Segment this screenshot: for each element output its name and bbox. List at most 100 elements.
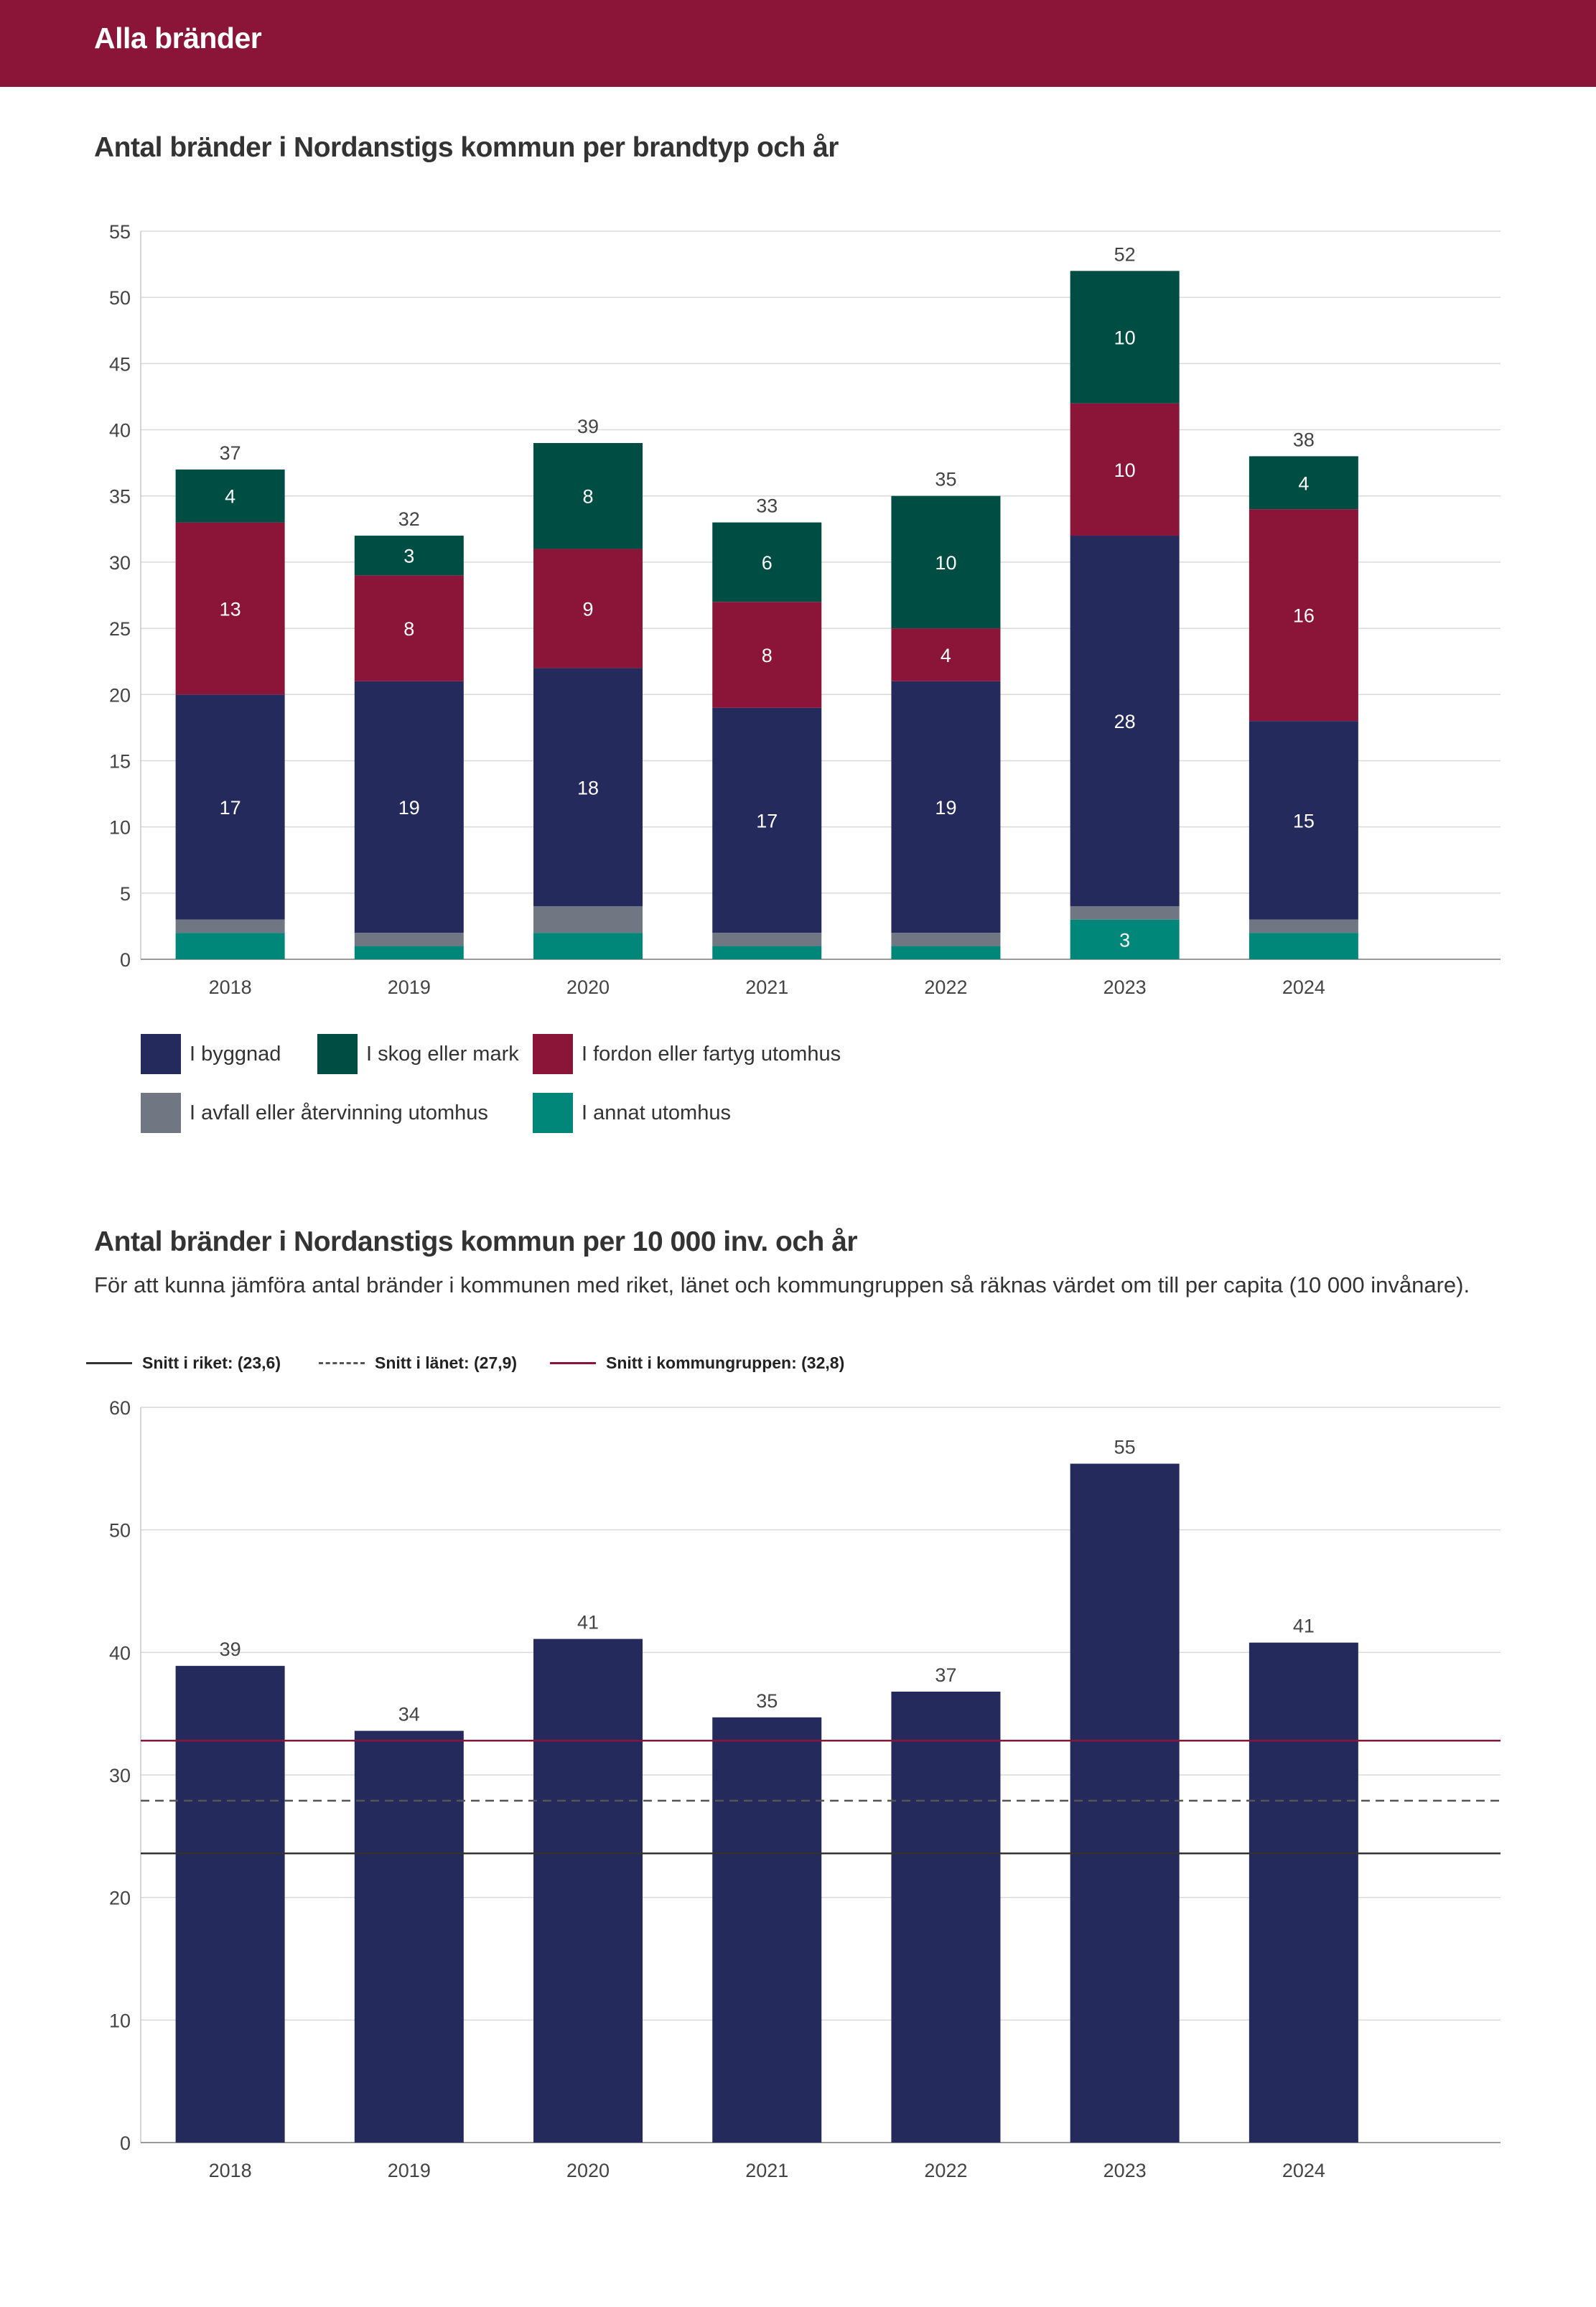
- ref-label-kommungrupp: Snitt i kommungruppen: (32,8): [606, 1353, 845, 1372]
- bar-segment-skog: [1070, 271, 1180, 404]
- legend-label-byggnad: I byggnad: [190, 1042, 281, 1066]
- segment-value-label: 9: [583, 598, 594, 620]
- bar-segment-skog: [891, 495, 1001, 629]
- ref-legend-riket: Snitt i riket: (23,6): [86, 1350, 281, 1376]
- ref-line-sample-lanet: [319, 1361, 365, 1364]
- bar-total-label: 52: [1114, 243, 1136, 265]
- ref-legend-lanet: Snitt i länet: (27,9): [319, 1350, 517, 1376]
- y-tick-label: 55: [109, 221, 131, 243]
- bar-segment-byggnad: [891, 681, 1001, 933]
- ref-label-riket: Snitt i riket: (23,6): [142, 1353, 281, 1372]
- y-tick-label: 15: [109, 750, 131, 772]
- segment-value-label: 17: [756, 810, 778, 831]
- segment-value-label: 17: [220, 797, 241, 819]
- y-tick-label: 30: [109, 1765, 131, 1786]
- bar-segment-annat: [891, 946, 1001, 959]
- segment-value-label: 28: [1114, 711, 1136, 732]
- legend-label-skog: I skog eller mark: [366, 1042, 519, 1066]
- chart1-heading: Antal bränder i Nordanstigs kommun per b…: [94, 132, 839, 163]
- legend-label-avfall: I avfall eller återvinning utomhus: [190, 1101, 488, 1124]
- bar-total-label: 35: [935, 469, 956, 490]
- legend-item-avfall: I avfall eller återvinning utomhus: [141, 1093, 488, 1133]
- segment-value-label: 16: [1293, 605, 1315, 627]
- bar-segment-fordon: [712, 602, 822, 708]
- x-tick-label: 2024: [1282, 2160, 1325, 2181]
- segment-value-label: 10: [935, 552, 956, 574]
- bar-segment-fordon: [1249, 509, 1358, 722]
- bar-value-label: 39: [220, 1639, 241, 1660]
- segment-value-label: 6: [762, 552, 773, 574]
- bar-segment-annat: [354, 946, 464, 959]
- bar-segment-annat: [533, 933, 643, 959]
- bar-segment-avfall: [1070, 906, 1180, 920]
- bar-segment-skog: [354, 536, 464, 576]
- bar-segment-byggnad: [712, 707, 822, 933]
- segment-value-label: 8: [403, 618, 414, 640]
- segment-value-label: 13: [220, 598, 241, 620]
- segment-value-label: 3: [403, 546, 414, 567]
- bar-segment-byggnad: [175, 694, 285, 920]
- y-tick-label: 25: [109, 618, 131, 640]
- y-tick-label: 30: [109, 552, 131, 574]
- bar-total-label: 32: [398, 508, 420, 530]
- x-tick-label: 2018: [209, 977, 252, 998]
- x-tick-label: 2022: [924, 2160, 967, 2181]
- legend-swatch-byggnad: [141, 1034, 181, 1074]
- bar-segment-skog: [1249, 456, 1358, 510]
- y-tick-label: 10: [109, 817, 131, 839]
- y-tick-label: 20: [109, 684, 131, 706]
- bar-value-label: 41: [1293, 1616, 1315, 1637]
- x-tick-label: 2023: [1103, 2160, 1147, 2181]
- legend-swatch-fordon: [533, 1034, 573, 1074]
- segment-value-label: 3: [1119, 929, 1130, 951]
- segment-value-label: 8: [762, 645, 773, 666]
- bar: [891, 1691, 1001, 2143]
- legend-item-fordon: I fordon eller fartyg utomhus: [533, 1034, 841, 1074]
- x-tick-label: 2022: [924, 977, 967, 998]
- bar-segment-avfall: [175, 919, 285, 933]
- x-tick-label: 2020: [566, 977, 610, 998]
- bar-segment-avfall: [891, 933, 1001, 946]
- chart2-heading: Antal bränder i Nordanstigs kommun per 1…: [94, 1226, 858, 1257]
- bar-value-label: 34: [398, 1704, 420, 1725]
- legend-label-annat: I annat utomhus: [582, 1101, 731, 1124]
- segment-value-label: 10: [1114, 460, 1136, 481]
- bar-segment-avfall: [1249, 919, 1358, 933]
- bar-segment-avfall: [533, 906, 643, 933]
- bar-segment-fordon: [1070, 403, 1180, 536]
- x-tick-label: 2023: [1103, 977, 1147, 998]
- bar: [1070, 1463, 1180, 2143]
- bar: [354, 1730, 464, 2143]
- segment-value-label: 4: [1298, 472, 1309, 494]
- segment-value-label: 15: [1293, 810, 1315, 831]
- page-header-title: Alla bränder: [94, 22, 262, 55]
- x-tick-label: 2019: [388, 2160, 431, 2181]
- bar-segment-annat: [175, 933, 285, 959]
- legend-item-byggnad: I byggnad: [141, 1034, 281, 1074]
- bar-segment-skog: [712, 522, 822, 602]
- ref-legend-kommungrupp: Snitt i kommungruppen: (32,8): [550, 1350, 844, 1376]
- y-tick-label: 35: [109, 486, 131, 508]
- bar-total-label: 33: [756, 495, 778, 517]
- legend-label-fordon: I fordon eller fartyg utomhus: [582, 1042, 841, 1066]
- header-bar: Alla bränder: [0, 0, 1596, 87]
- segment-value-label: 19: [398, 797, 420, 819]
- x-tick-label: 2020: [566, 2160, 610, 2181]
- bar-segment-byggnad: [533, 668, 643, 907]
- chart2-subtitle: För att kunna jämföra antal bränder i ko…: [94, 1272, 1470, 1297]
- bar-segment-byggnad: [354, 681, 464, 933]
- legend-swatch-annat: [533, 1093, 573, 1133]
- bar: [533, 1639, 643, 2143]
- legend-item-annat: I annat utomhus: [533, 1093, 731, 1133]
- x-tick-label: 2024: [1282, 977, 1325, 998]
- bar-total-label: 37: [220, 442, 241, 464]
- bar-segment-skog: [533, 442, 643, 549]
- segment-value-label: 10: [1114, 327, 1136, 348]
- bar-segment-fordon: [354, 575, 464, 681]
- bar-segment-byggnad: [1070, 536, 1180, 907]
- ref-line-sample-riket: [86, 1361, 132, 1364]
- bar: [175, 1666, 285, 2143]
- bar-segment-annat: [1249, 933, 1358, 959]
- bar-value-label: 41: [577, 1612, 599, 1633]
- segment-value-label: 19: [935, 797, 956, 819]
